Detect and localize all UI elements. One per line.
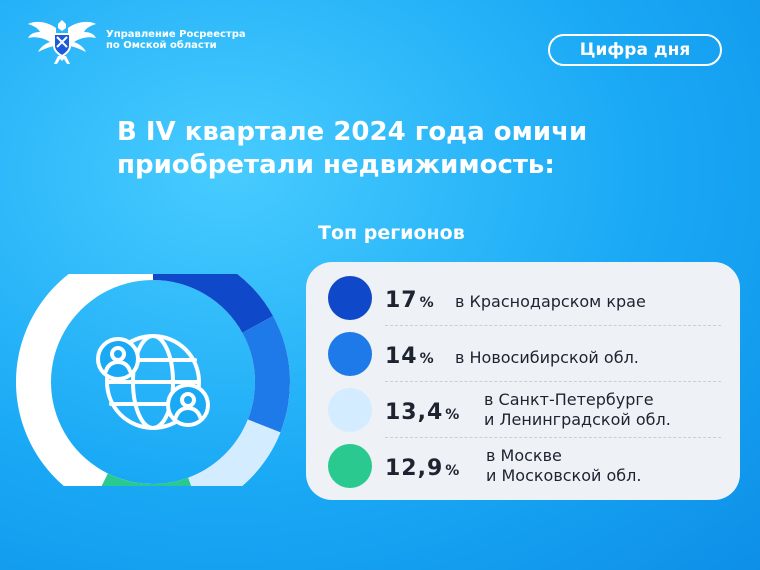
list-item-region-3: 13,4% в Санкт-Петербурге и Ленинградской…: [306, 382, 740, 438]
region-label: в Санкт-Петербурге и Ленинградской обл.: [484, 390, 671, 430]
donut-chart: [16, 274, 290, 486]
region-percent: 17%: [385, 288, 435, 313]
region-label: в Новосибирской обл.: [455, 348, 639, 368]
list-item-region-4: 12,9% в Москве и Московской обл.: [306, 438, 740, 494]
row-divider: [385, 437, 721, 438]
top-regions-heading: Топ регионов: [318, 222, 465, 244]
list-item-region-1: 17% в Краснодарском крае: [306, 270, 740, 326]
series-color-dot: [328, 332, 372, 376]
percent-unit: %: [445, 407, 461, 423]
region-label-line2: и Московской обл.: [486, 466, 642, 485]
organization-name-line1: Управление Росреестра: [106, 29, 246, 40]
region-percent: 13,4%: [385, 400, 460, 425]
percent-unit: %: [419, 351, 435, 367]
percent-value: 13,4: [385, 400, 444, 425]
row-divider: [385, 381, 721, 382]
region-label: в Москве и Московской обл.: [486, 446, 641, 486]
region-label-line2: и Ленинградской обл.: [484, 410, 671, 429]
region-label: в Краснодарском крае: [455, 292, 646, 312]
organization-name-line2: по Омской области: [106, 40, 217, 51]
donut-segment-3: [188, 419, 281, 486]
headline: В IV квартале 2024 года омичи приобретал…: [117, 116, 657, 182]
region-percent: 14%: [385, 344, 435, 369]
region-label-line1: в Санкт-Петербурге: [484, 390, 654, 409]
headline-line1: В IV квартале 2024 года омичи: [117, 117, 588, 147]
percent-unit: %: [419, 295, 435, 311]
row-divider: [385, 325, 721, 326]
percent-value: 12,9: [385, 456, 444, 481]
globe-people-icon: [96, 334, 210, 430]
headline-line2: приобретали недвижимость:: [117, 150, 555, 180]
donut-segment-1: [153, 274, 274, 333]
percent-value: 14: [385, 344, 418, 369]
day-figure-badge: Цифра дня: [548, 34, 722, 66]
percent-unit: %: [445, 463, 461, 479]
series-color-dot: [328, 388, 372, 432]
region-label-line1: в Новосибирской обл.: [455, 348, 639, 367]
list-item-region-2: 14% в Новосибирской обл.: [306, 326, 740, 382]
series-color-dot: [328, 276, 372, 320]
regions-list-card: 17% в Краснодарском крае 14% в Новосибир…: [306, 262, 740, 500]
header-logo: Управление Росреестра по Омской области: [26, 14, 256, 66]
series-color-dot: [328, 444, 372, 488]
eagle-emblem-icon: [28, 20, 96, 64]
donut-segment-2: [242, 315, 290, 433]
organization-name: Управление Росреестра по Омской области: [106, 29, 256, 51]
region-label-line1: в Москве: [486, 446, 562, 465]
percent-value: 17: [385, 288, 418, 313]
region-label-line1: в Краснодарском крае: [455, 292, 646, 311]
donut-segment-4: [101, 473, 192, 486]
region-percent: 12,9%: [385, 456, 460, 481]
